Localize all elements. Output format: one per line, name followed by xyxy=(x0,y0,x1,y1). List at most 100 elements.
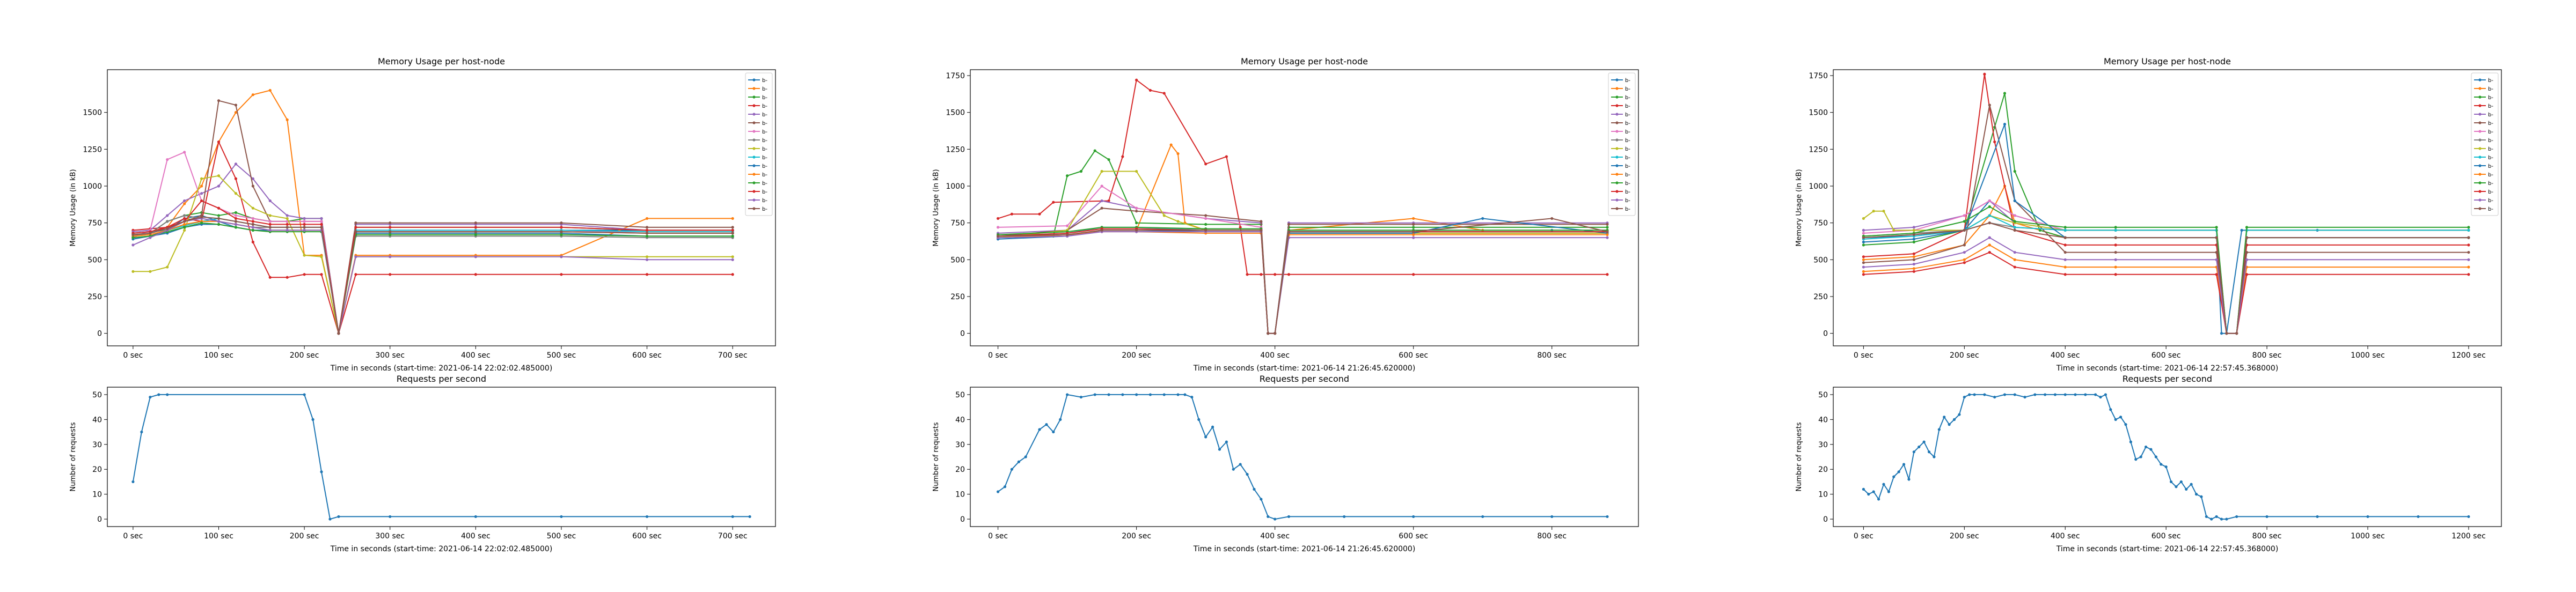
chart-0-series-8-point xyxy=(268,214,272,217)
chart-0-series-15-point xyxy=(166,227,169,231)
chart-2-legend-marker xyxy=(1615,198,1619,202)
chart-3-x-tick-label: 400 sec xyxy=(1260,532,1290,541)
chart-0-series-1-line xyxy=(133,90,733,334)
chart-2-series-1-point xyxy=(1169,143,1173,146)
chart-3-y-tick-label: 0 xyxy=(960,515,965,524)
chart-1-series-0-point xyxy=(731,515,734,519)
chart-0-series-4-point xyxy=(303,217,306,220)
chart-0-series-6-point xyxy=(303,220,306,223)
chart-0-series-4-point xyxy=(251,177,254,180)
chart-4-series-12-point xyxy=(2013,220,2016,223)
chart-2-series-2-point xyxy=(1204,223,1208,226)
chart-4-legend-marker xyxy=(2478,78,2482,82)
chart-5-x-tick-label: 1200 sec xyxy=(2451,532,2486,541)
chart-0-series-6-point xyxy=(268,220,272,223)
chart-4-series-4-point xyxy=(1912,226,1915,229)
chart-0-series-14-point xyxy=(731,258,734,261)
chart-5-series-0-point xyxy=(2210,517,2213,521)
chart-0-series-10-line xyxy=(133,224,733,334)
chart-5-series-0-point xyxy=(2119,416,2123,419)
chart-2-series-3-point xyxy=(1239,226,1242,229)
chart-3-y-tick-label: 20 xyxy=(955,465,965,474)
chart-4-series-12-point xyxy=(2245,226,2249,229)
chart-4-series-12-point xyxy=(2215,226,2218,229)
chart-4-series-14-point xyxy=(2013,250,2016,254)
chart-4-legend-label: b- xyxy=(2488,181,2493,187)
chart-4-series-9-point xyxy=(2467,228,2470,232)
chart-0-legend-label: b- xyxy=(762,78,767,84)
chart-3-series-0-point xyxy=(1211,425,1214,428)
chart-4-series-9-point xyxy=(2063,228,2067,232)
chart-0-legend-marker xyxy=(752,164,756,167)
chart-2-series-11-line xyxy=(998,231,1607,334)
chart-4-y-tick-label: 1500 xyxy=(1809,109,1828,117)
chart-4-series-5-point xyxy=(2114,250,2117,254)
chart-2-y-tick-label: 750 xyxy=(950,219,965,228)
chart-2-legend-marker xyxy=(1615,181,1619,184)
chart-0-legend-marker xyxy=(752,181,756,184)
chart-2-series-3-point xyxy=(1162,92,1166,95)
chart-4-y-tick-label: 500 xyxy=(1813,256,1828,264)
chart-1-series-0-point xyxy=(328,517,332,521)
chart-3-series-0-point xyxy=(1232,468,1235,471)
chart-5-series-0-point xyxy=(1887,490,1890,493)
chart-0-x-tick-label: 400 sec xyxy=(461,351,491,360)
chart-3-series-0-point xyxy=(1550,515,1554,519)
chart-0-legend-box xyxy=(745,72,773,216)
chart-5-series-0-point xyxy=(1963,395,1966,399)
chart-2-y-tick-label: 1250 xyxy=(946,145,965,154)
chart-2-legend-marker xyxy=(1615,121,1619,124)
chart-0-y-tick-label: 1250 xyxy=(83,145,102,154)
chart-5-series-0-point xyxy=(2169,480,2173,484)
chart-0-series-12-point xyxy=(131,236,135,239)
chart-5-series-0-point xyxy=(1952,418,1956,421)
chart-5-series-0-point xyxy=(1867,493,1870,496)
chart-3-series-0-point xyxy=(1246,472,1249,476)
chart-2-series-15-point xyxy=(1287,230,1291,233)
chart-2-legend-marker xyxy=(1615,190,1619,193)
chart-2-series-15-point xyxy=(997,234,1000,238)
chart-4-y-tick-label: 1000 xyxy=(1809,182,1828,191)
chart-0-series-15-point xyxy=(645,232,649,235)
chart-1-series-0-point xyxy=(337,515,340,519)
chart-2-series-8-point xyxy=(1100,169,1103,173)
chart-0-series-14-point xyxy=(149,236,152,239)
chart-4-series-14-point xyxy=(2245,258,2249,261)
chart-0-legend-marker xyxy=(752,95,756,99)
chart-4-x-tick-label: 400 sec xyxy=(2051,351,2080,360)
chart-4-series-10-point xyxy=(1912,238,1915,241)
chart-5-y-tick-label: 30 xyxy=(1818,441,1828,449)
chart-4-series-8-point xyxy=(1862,217,1865,220)
chart-2-series-14-point xyxy=(1412,236,1415,239)
chart-4-series-13-point xyxy=(2467,273,2470,276)
chart-4-x-axis-label: Time in seconds (start-time: 2021-06-14 … xyxy=(2056,364,2279,373)
chart-1-series-0-point xyxy=(166,393,169,396)
chart-1-series-0-point xyxy=(748,515,751,519)
chart-4-series-10-point xyxy=(2003,123,2007,126)
chart-0-series-15-point xyxy=(337,332,340,335)
chart-4-series-5-point xyxy=(2245,250,2249,254)
chart-4-series-11-point xyxy=(2467,265,2470,269)
chart-2-y-tick-label: 1500 xyxy=(946,109,965,117)
chart-2-series-3-point xyxy=(1260,273,1263,276)
chart-0-legend: b-b-b-b-b-b-b-b-b-b-b-b-b-b-b-b- xyxy=(745,72,773,216)
chart-0-series-4-point xyxy=(183,199,186,203)
chart-0-series-13-point xyxy=(560,226,563,229)
chart-4-series-9-point xyxy=(2013,226,2016,229)
chart-2-series-14-point xyxy=(1606,236,1609,239)
chart-3-title: Requests per second xyxy=(1260,374,1349,384)
chart-5-series-0-point xyxy=(2124,423,2127,426)
chart-0-series-1-point xyxy=(234,111,238,114)
chart-0-legend-marker xyxy=(752,138,756,142)
chart-5-series-0-point xyxy=(2134,458,2138,461)
chart-0-series-7-point xyxy=(166,220,169,223)
chart-0-series-15-point xyxy=(234,220,238,223)
chart-0-legend-label: b- xyxy=(762,138,767,144)
chart-4-series-2-line xyxy=(1863,93,2469,334)
chart-0-series-6-point xyxy=(234,214,238,217)
chart-0-series-8-line xyxy=(133,175,733,334)
chart-5-y-tick-label: 50 xyxy=(1818,391,1828,399)
chart-1-x-tick-label: 700 sec xyxy=(718,532,748,541)
chart-2-series-3-point xyxy=(1274,273,1277,276)
